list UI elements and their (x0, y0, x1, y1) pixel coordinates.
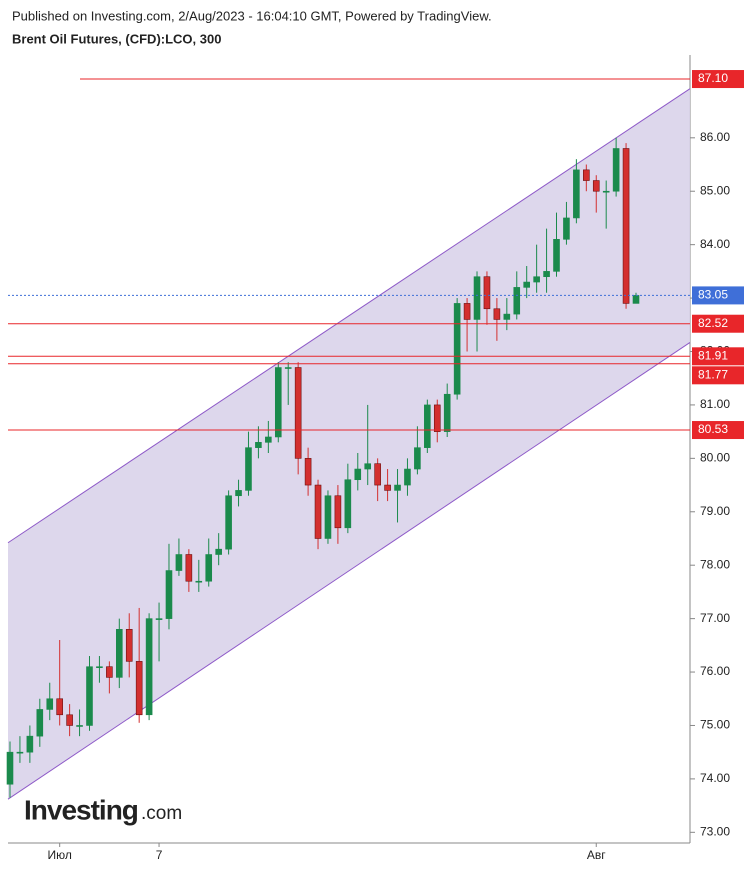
candle-body (513, 287, 521, 315)
candle-body (96, 666, 103, 669)
price-label-box (692, 421, 744, 440)
candle-body (404, 468, 411, 486)
candle-body (433, 404, 441, 432)
candle-body (265, 436, 272, 443)
candle-body (414, 447, 421, 470)
candle-body (195, 580, 203, 583)
candle-body (116, 629, 123, 678)
candle-body (245, 447, 252, 491)
x-tick-label: Июл (47, 848, 71, 862)
x-tick-label: Авг (587, 848, 606, 862)
candle-body (76, 725, 83, 727)
candle-body (86, 666, 93, 726)
candle-body (533, 276, 540, 283)
candle-body (573, 169, 580, 219)
candle-body (135, 661, 143, 716)
y-tick-label: 77.00 (700, 611, 730, 625)
y-tick-label: 85.00 (700, 183, 730, 197)
candle-body (493, 308, 501, 320)
y-tick-label: 86.00 (700, 130, 730, 144)
candle-body (374, 463, 381, 486)
candle-body (125, 629, 133, 662)
price-label: 81.91 (698, 348, 728, 362)
y-tick-label: 79.00 (700, 504, 730, 518)
candle-body (453, 303, 461, 395)
candle-body (16, 751, 24, 754)
price-label: 87.10 (698, 71, 728, 85)
candle-body (523, 281, 530, 288)
candle-body (6, 751, 14, 785)
y-tick-label: 76.00 (700, 664, 730, 678)
candle-body (314, 484, 322, 539)
logo-suffix: .com (141, 803, 182, 824)
y-tick-label: 75.00 (700, 718, 730, 732)
candle-body (175, 554, 183, 571)
y-tick-label: 84.00 (700, 237, 730, 251)
candle-body (274, 367, 282, 438)
price-label-box (692, 314, 744, 333)
candle-body (583, 169, 590, 181)
candle-body (145, 618, 153, 716)
candle-body (354, 468, 362, 481)
candle-body (394, 484, 401, 491)
candle-body (622, 148, 630, 304)
candle-body (443, 393, 451, 432)
candle-body (294, 367, 302, 459)
price-label: 81.77 (698, 367, 728, 381)
price-label-box (692, 366, 744, 385)
channel-fill (8, 88, 690, 800)
candle-body (503, 313, 511, 320)
candle-body (66, 714, 73, 726)
candle-body (612, 148, 620, 192)
y-tick-label: 81.00 (700, 397, 730, 411)
candle-body (364, 463, 372, 470)
y-tick-label: 78.00 (700, 557, 730, 571)
price-label-box (692, 347, 744, 366)
candle-body (255, 442, 262, 448)
candle-body (225, 495, 232, 550)
candle-body (553, 239, 560, 272)
candle-body (304, 458, 312, 486)
candle-body (384, 484, 391, 491)
candle-body (205, 554, 213, 582)
candle-body (424, 404, 431, 448)
channel-lower (7, 342, 691, 800)
candle-body (334, 495, 342, 529)
candle-body (632, 295, 640, 304)
price-label: 83.05 (698, 288, 728, 302)
price-label: 82.52 (698, 316, 728, 330)
y-tick-label: 74.00 (700, 771, 730, 785)
candle-body (483, 276, 491, 310)
candle-body (165, 570, 173, 619)
y-tick-label: 73.00 (700, 824, 730, 838)
logo: Investing (24, 794, 138, 825)
candle-body (106, 666, 113, 678)
candle-body (344, 479, 352, 529)
candle-body (215, 548, 222, 555)
candle-body (543, 271, 550, 278)
published-note: Published on Investing.com, 2/Aug/2023 -… (12, 8, 492, 23)
candle-body (235, 490, 242, 497)
candle-body (602, 190, 610, 193)
chart-title: Brent Oil Futures, (CFD):LCO, 300 (12, 31, 221, 46)
candle-body (563, 217, 570, 240)
candle-body (36, 709, 44, 737)
candle-body (324, 495, 332, 539)
x-tick-label: 7 (156, 848, 163, 862)
candle-body (284, 367, 292, 369)
candle-body (46, 698, 54, 710)
candle-body (56, 698, 63, 716)
candle-body (26, 735, 34, 753)
candle-body (185, 554, 193, 582)
y-tick-label: 80.00 (700, 451, 730, 465)
price-label-box (692, 286, 744, 305)
price-label-box (692, 70, 744, 89)
candle-body (592, 180, 600, 192)
candle-body (473, 276, 481, 320)
price-label: 80.53 (698, 422, 728, 436)
candle-body (463, 303, 471, 320)
candle-body (155, 618, 163, 620)
